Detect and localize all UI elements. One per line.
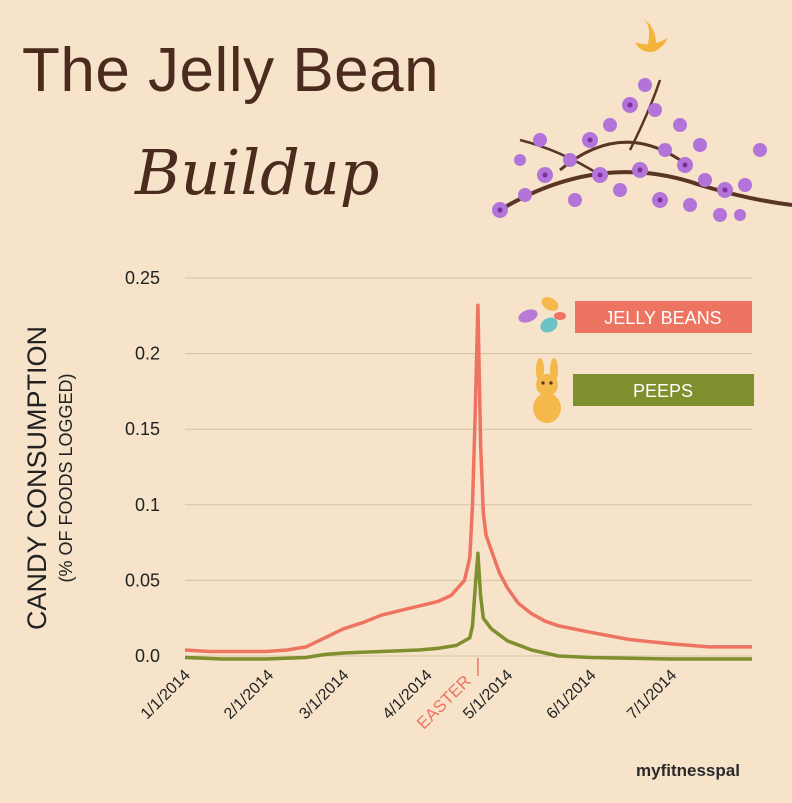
x-tick-labels: 1/1/2014 2/1/2014 3/1/2014 4/1/2014 5/1/2014…: [138, 667, 681, 723]
y-tick-label: 0.25: [125, 268, 160, 288]
bunny-icon: [533, 358, 561, 423]
legend-peeps-label: PEEPS: [633, 381, 693, 401]
x-tick-label: 3/1/2014: [296, 667, 352, 723]
chart-subtitle: Buildup: [135, 136, 380, 209]
x-tick-label: 1/1/2014: [138, 667, 194, 723]
x-tick-label: 5/1/2014: [460, 667, 516, 723]
legend-jelly-beans-box: [575, 301, 752, 333]
jelly-bean-icon: [518, 297, 566, 333]
x-tick-label: 7/1/2014: [624, 667, 680, 723]
y-tick-label: 0.2: [135, 344, 160, 364]
brand-logo: myfitnesspal: [636, 761, 740, 780]
x-tick-label: 6/1/2014: [544, 667, 600, 723]
y-tick-label: 0.0: [135, 646, 160, 666]
y-tick-label: 0.1: [135, 495, 160, 515]
y-tick-label: 0.15: [125, 419, 160, 439]
series-lines: [184, 303, 752, 661]
gridlines: [185, 277, 752, 657]
cherry-blossom-branch-icon: [492, 78, 792, 222]
y-tick-label: 0.05: [125, 570, 160, 590]
chart-title: The Jelly Bean: [22, 36, 440, 105]
y-tick-labels: 0.0 0.05 0.1 0.15 0.2 0.25: [125, 268, 160, 666]
y-axis-label: CANDY CONSUMPTION: [22, 326, 52, 630]
legend-jelly-beans-label: JELLY BEANS: [604, 308, 721, 328]
jelly-beans-line: [184, 303, 752, 654]
peeps-line: [184, 551, 752, 661]
bird-icon: [635, 18, 668, 52]
legend-peeps-box: [573, 374, 754, 406]
y-axis-sublabel: (% OF FOODS LOGGED): [56, 373, 76, 582]
legend: JELLY BEANS PEEPS: [518, 297, 754, 423]
x-tick-label: 2/1/2014: [221, 667, 277, 723]
